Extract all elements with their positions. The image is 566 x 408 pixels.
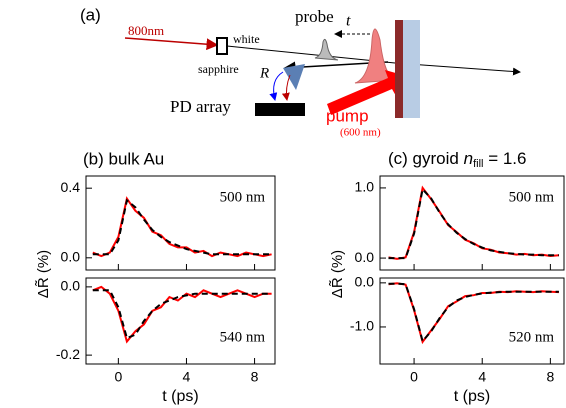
- laser-label: 800nm: [128, 23, 164, 38]
- y-tick-label: -1.0: [350, 318, 374, 334]
- pd-array: [255, 103, 305, 116]
- detector-label: PD array: [170, 97, 231, 116]
- x-tick-label: 8: [546, 369, 554, 385]
- series-line: [92, 289, 272, 340]
- y-axis-label: ΔR̃ (%): [34, 250, 51, 298]
- y-tick-label: 1.0: [355, 179, 375, 195]
- panel-label: (a): [80, 5, 101, 24]
- y-tick-label: 0.0: [61, 278, 81, 294]
- annotation: 500 nm: [509, 189, 555, 205]
- title-var: n: [464, 149, 473, 168]
- sample-film: [395, 20, 403, 118]
- x-tick-label: 4: [478, 369, 486, 385]
- probe-pulse: [314, 38, 339, 61]
- substrate: [403, 20, 420, 118]
- title-text: (c) gyroid: [388, 149, 459, 168]
- x-axis-label: t (ps): [162, 388, 198, 405]
- series-line: [388, 282, 559, 344]
- y-axis-label: ΔR̃ (%): [328, 250, 345, 298]
- sapphire-label: sapphire: [198, 62, 239, 76]
- pump-wavelength: (600 nm): [340, 127, 381, 139]
- panel-title: (b) bulk Au: [83, 149, 164, 168]
- laser-beam: [124, 37, 219, 51]
- prism: [283, 64, 305, 90]
- red-ray: [281, 74, 291, 101]
- series-line: [92, 198, 272, 256]
- annotation: 540 nm: [220, 329, 266, 345]
- delay-label: t: [346, 13, 351, 30]
- probe-label: probe: [295, 7, 334, 26]
- y-tick-label: -0.2: [56, 346, 80, 362]
- title-eq: = 1.6: [488, 149, 526, 168]
- y-tick-label: 0.0: [355, 249, 375, 265]
- x-axis-label: t (ps): [454, 388, 490, 405]
- setup-diagram: (a) 800nm white sapphire probe t pump (6…: [80, 5, 521, 139]
- white-label: white: [233, 32, 260, 46]
- x-tick-label: 8: [251, 369, 259, 385]
- pump-arrow: [327, 70, 410, 115]
- sapphire-crystal: [216, 37, 228, 55]
- y-tick-label: 0.0: [355, 274, 375, 290]
- plot-frame: [85, 277, 276, 365]
- pump-label: pump: [326, 106, 369, 125]
- x-tick-label: 0: [114, 369, 122, 385]
- blue-ray: [269, 71, 284, 101]
- x-tick-label: 0: [410, 369, 418, 385]
- y-tick-label: 0.0: [61, 249, 81, 265]
- annotation: 500 nm: [220, 189, 266, 205]
- reflect-label: R: [259, 65, 269, 81]
- series-line: [92, 196, 272, 258]
- panel-title: (c) gyroid nfill = 1.6: [388, 149, 526, 172]
- y-tick-label: 0.4: [61, 179, 81, 195]
- title-sub: fill: [473, 158, 483, 170]
- annotation: 520 nm: [509, 329, 555, 345]
- plot-frame: [379, 175, 565, 271]
- plot-frame: [379, 277, 565, 365]
- series-line: [388, 187, 559, 260]
- x-tick-label: 4: [183, 369, 191, 385]
- plot-frame: [85, 175, 276, 271]
- probe-beam: [226, 45, 396, 64]
